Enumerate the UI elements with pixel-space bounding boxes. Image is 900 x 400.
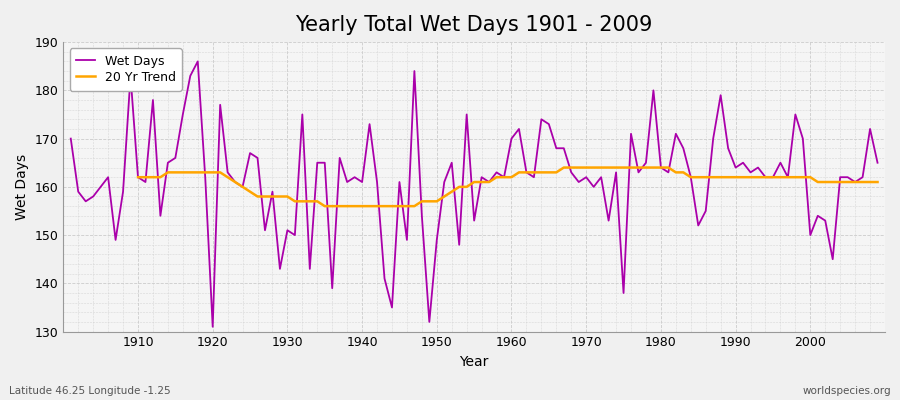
Wet Days — [611, 170, 622, 175]
20 Yr Trend — [596, 165, 607, 170]
X-axis label: Year: Year — [460, 355, 489, 369]
20 Yr Trend — [506, 175, 517, 180]
Text: worldspecies.org: worldspecies.org — [803, 386, 891, 396]
Wet Days — [66, 136, 77, 141]
Wet Days — [521, 170, 532, 175]
Wet Days — [193, 59, 203, 64]
Wet Days — [872, 160, 883, 165]
Wet Days — [125, 74, 136, 78]
20 Yr Trend — [334, 204, 345, 208]
20 Yr Trend — [290, 199, 301, 204]
Wet Days — [349, 175, 360, 180]
Wet Days — [207, 324, 218, 329]
Wet Days — [514, 126, 525, 131]
Legend: Wet Days, 20 Yr Trend: Wet Days, 20 Yr Trend — [69, 48, 182, 91]
Text: Latitude 46.25 Longitude -1.25: Latitude 46.25 Longitude -1.25 — [9, 386, 171, 396]
Wet Days — [304, 266, 315, 271]
Title: Yearly Total Wet Days 1901 - 2009: Yearly Total Wet Days 1901 - 2009 — [295, 15, 652, 35]
Line: Wet Days: Wet Days — [71, 62, 878, 327]
Y-axis label: Wet Days: Wet Days — [15, 154, 29, 220]
20 Yr Trend — [872, 180, 883, 184]
20 Yr Trend — [499, 175, 509, 180]
Line: 20 Yr Trend: 20 Yr Trend — [138, 168, 878, 206]
